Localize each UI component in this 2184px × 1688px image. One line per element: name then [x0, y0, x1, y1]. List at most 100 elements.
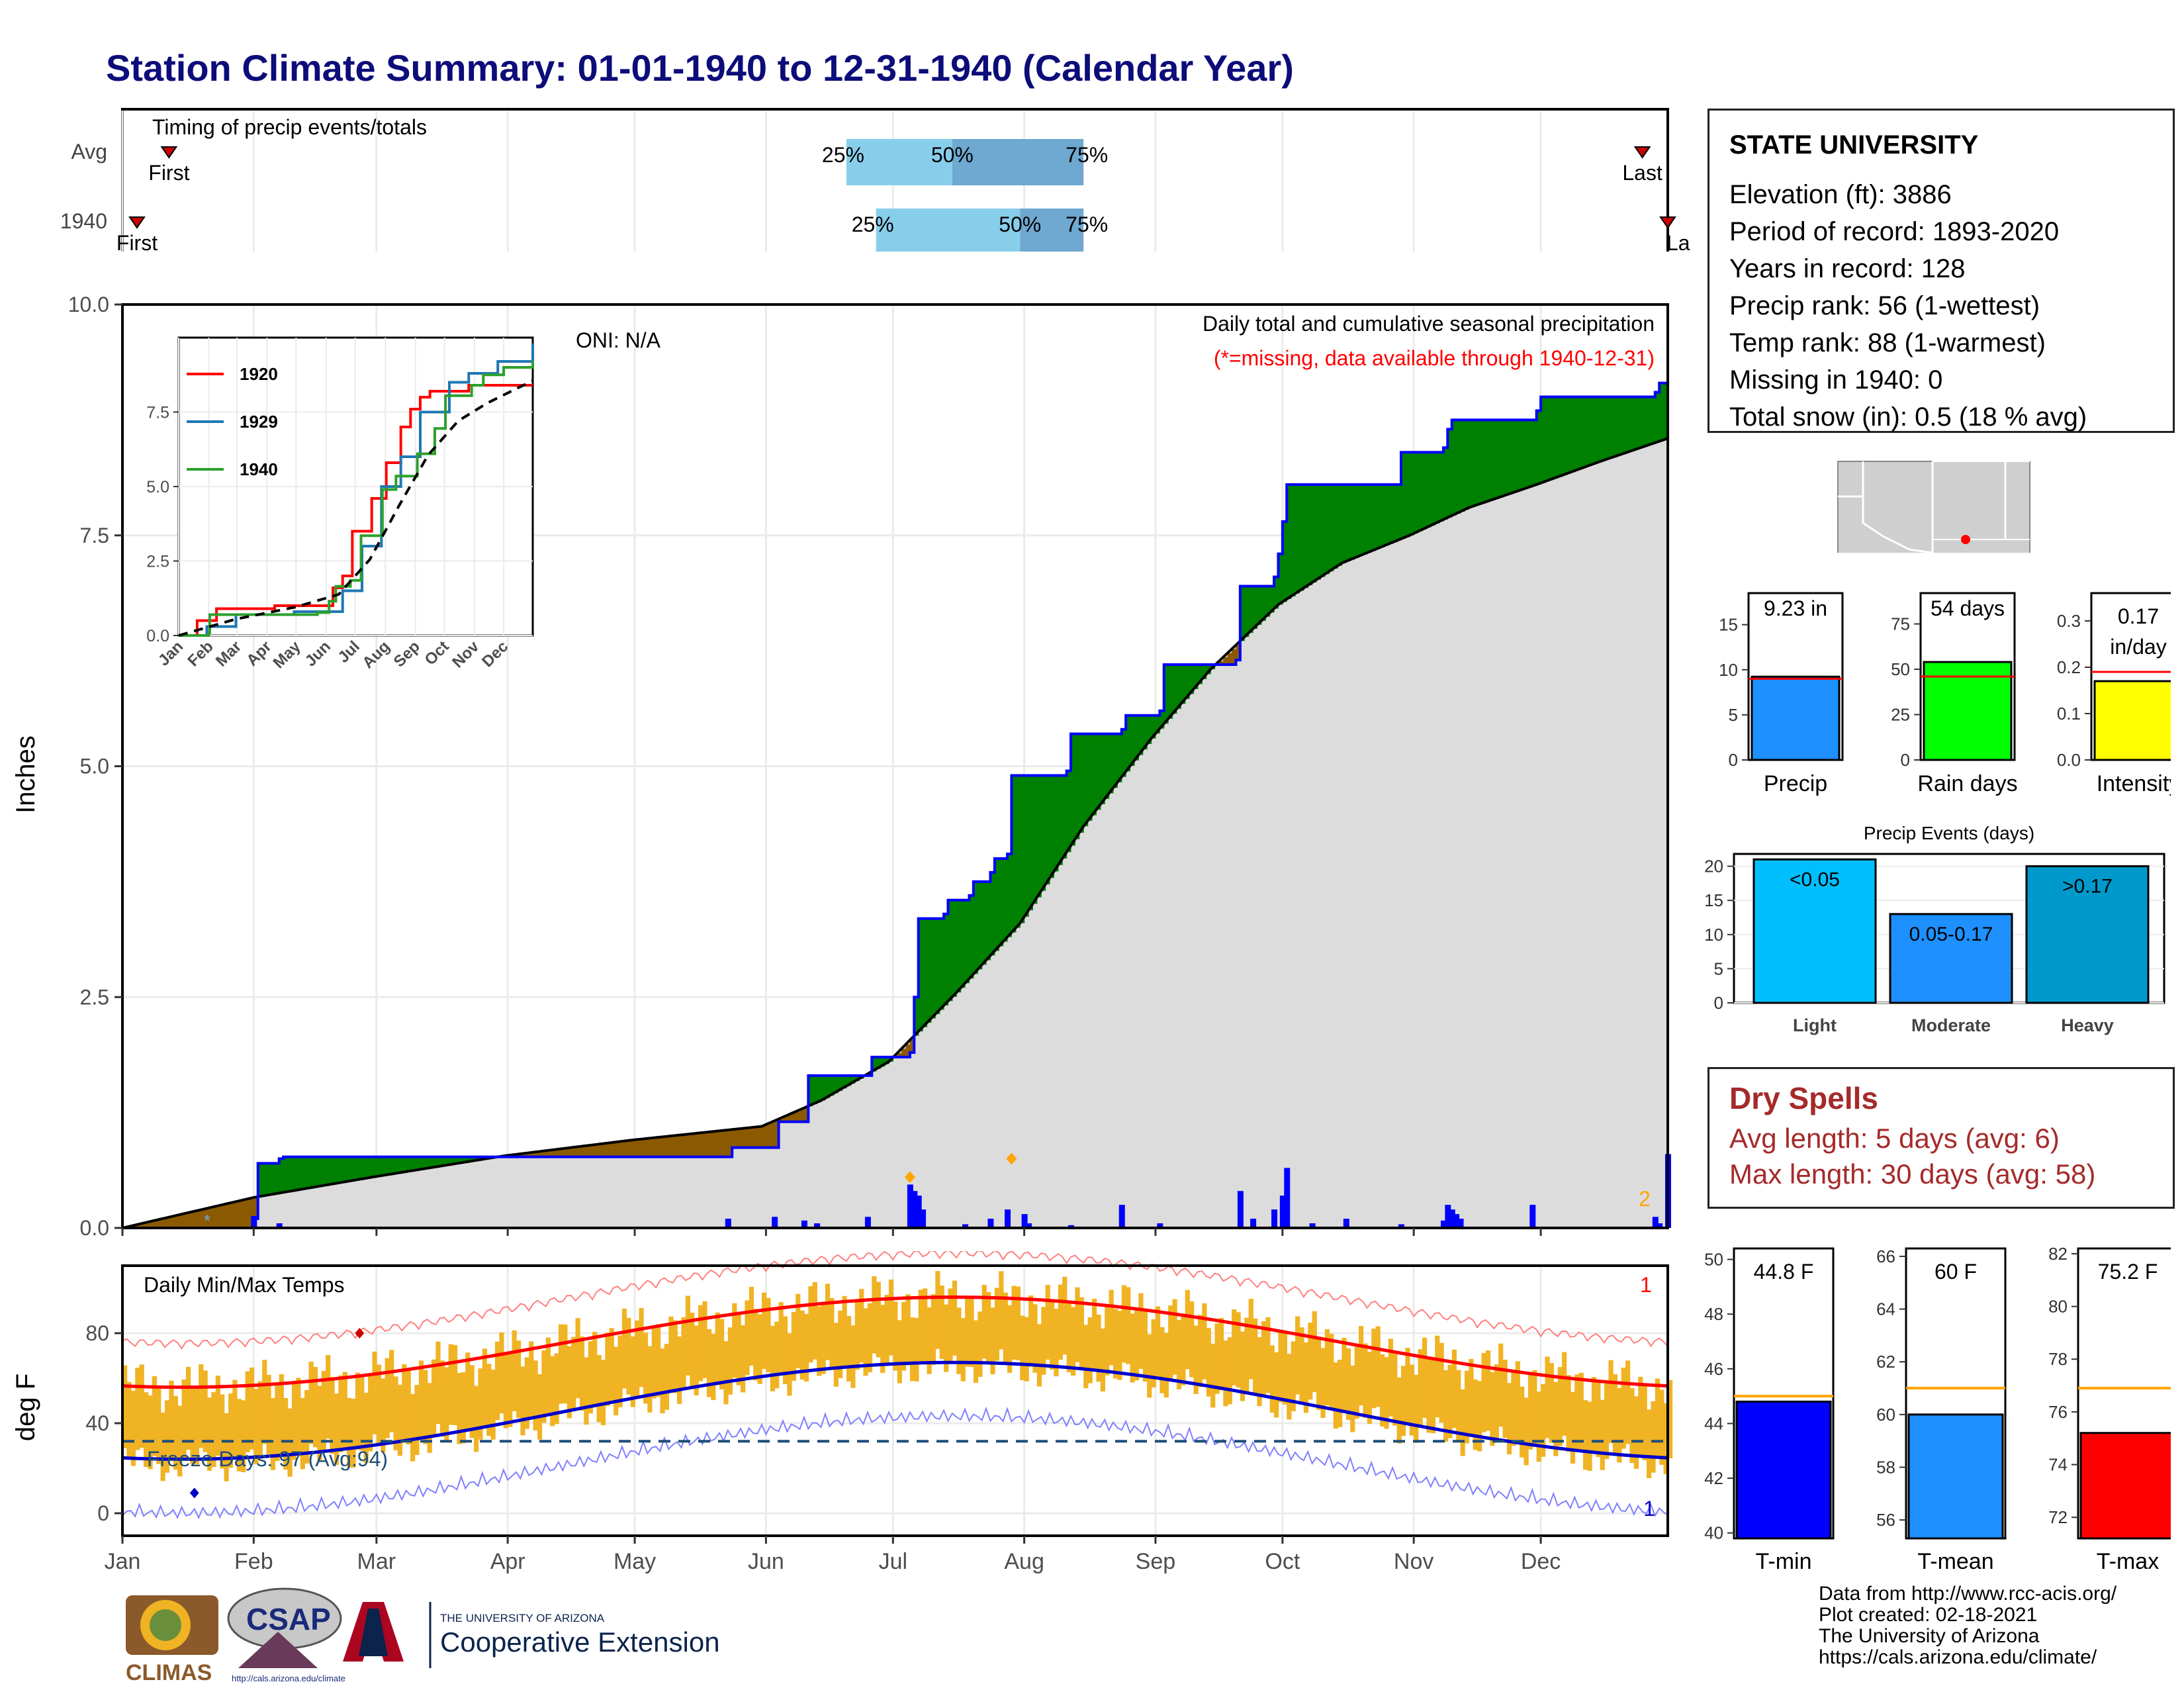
daily-temp-bar: [372, 1351, 377, 1434]
surplus-fill: [1345, 485, 1351, 561]
surplus-fill: [304, 1156, 310, 1189]
daily-temp-bar: [1003, 1292, 1008, 1364]
daily-temp-bar: [529, 1341, 534, 1418]
daily-temp-bar: [600, 1360, 606, 1425]
surplus-fill: [469, 1156, 475, 1162]
locator-map: [1837, 461, 2035, 566]
surplus-fill: [389, 1156, 394, 1175]
deficit-fill: [1218, 661, 1224, 665]
daily-temp-bar: [897, 1320, 902, 1383]
tbar-ytick-label: 64: [1876, 1299, 1895, 1319]
daily-temp-bar: [1473, 1379, 1478, 1450]
ua-logo: THE UNIVERSITY OF ARIZONA Cooperative Ex…: [343, 1602, 720, 1668]
surplus-fill: [342, 1156, 347, 1182]
daily-precip-bar: [1652, 1217, 1659, 1228]
daily-precip-bar: [907, 1184, 913, 1228]
surplus-fill: [1316, 485, 1322, 580]
daily-temp-bar: [122, 1365, 128, 1448]
daily-temp-bar: [1375, 1326, 1381, 1407]
surplus-fill: [1625, 397, 1631, 453]
freeze-days-label: Freeze Days: 97 (Avg:94): [147, 1447, 388, 1471]
daily-temp-bar: [1227, 1337, 1232, 1405]
daily-temp-bar: [1054, 1309, 1059, 1377]
surplus-fill: [275, 1163, 280, 1194]
daily-temp-bar: [558, 1324, 564, 1404]
daily-precip-bar: [1021, 1214, 1028, 1228]
timing-iqr-upper: [1020, 209, 1084, 252]
daily-temp-bar: [1520, 1386, 1525, 1458]
credit-line: https://cals.arizona.edu/climate/: [1819, 1646, 2097, 1668]
surplus-fill: [1405, 452, 1410, 538]
surplus-fill: [1147, 715, 1152, 744]
surplus-fill: [1659, 383, 1664, 442]
station-name: STATE UNIVERSITY: [1729, 130, 1979, 160]
deficit-fill: [630, 1140, 635, 1157]
events-category-label: Heavy: [2061, 1015, 2114, 1035]
deficit-fill: [588, 1145, 593, 1157]
surplus-fill: [291, 1156, 296, 1192]
deficit-fill: [592, 1145, 598, 1157]
surplus-fill: [1604, 397, 1610, 460]
last-event-label: Last: [1622, 161, 1662, 185]
deficit-fill: [787, 1115, 792, 1122]
daily-temp-bar: [1291, 1341, 1296, 1412]
daily-temp-bar: [359, 1374, 365, 1451]
surplus-fill: [1596, 397, 1601, 463]
precip-layer: * 0.0 2.5 5.0 7.5 10.0 Inches ONI: N/A Daily tot…: [11, 293, 1671, 1240]
daily-temp-bar: [1414, 1374, 1419, 1443]
daily-temp-bar: [956, 1307, 962, 1374]
deficit-fill: [766, 1124, 771, 1148]
logo-strip: CLIMAS CSAP http://cals.arizona.edu/clim…: [126, 1587, 720, 1685]
surplus-fill: [1041, 775, 1046, 891]
surplus-fill: [1130, 715, 1135, 767]
daily-temp-bar: [1244, 1317, 1250, 1392]
surplus-fill: [1583, 397, 1588, 468]
daily-temp-bar: [503, 1354, 508, 1429]
surplus-fill: [1032, 775, 1038, 904]
surplus-fill: [923, 918, 928, 1027]
deficit-fill: [719, 1131, 725, 1157]
credit-line: The University of Arizona: [1819, 1625, 2040, 1647]
surplus-fill: [1388, 485, 1393, 544]
surplus-fill: [1515, 420, 1520, 492]
daily-temp-bar: [884, 1294, 889, 1366]
inset-legend-label: 1920: [240, 364, 278, 384]
daily-temp-bar: [1041, 1307, 1046, 1375]
temp-panel-title: Daily Min/Max Temps: [144, 1273, 344, 1297]
surplus-fill: [1308, 485, 1313, 586]
surplus-fill: [402, 1156, 407, 1173]
daily-temp-bar: [452, 1344, 458, 1425]
deficit-fill: [897, 1053, 902, 1057]
daily-temp-bar: [494, 1341, 500, 1421]
surplus-fill: [1570, 397, 1575, 473]
surplus-fill: [308, 1156, 314, 1188]
deficit-fill: [901, 1049, 907, 1057]
surplus-fill: [461, 1156, 466, 1163]
daily-temp-bar: [334, 1393, 340, 1465]
daily-precip-bar: [1118, 1205, 1125, 1228]
daily-temp-bar: [939, 1285, 944, 1359]
daily-temp-bar: [1647, 1409, 1652, 1479]
summary-value-bar: [1923, 661, 2013, 761]
daily-temp-bar: [643, 1333, 649, 1404]
surplus-fill: [300, 1156, 305, 1190]
deficit-fill: [545, 1150, 551, 1157]
timing-p25-label: 25%: [852, 212, 894, 236]
surplus-fill: [1392, 485, 1398, 543]
surplus-fill: [965, 900, 970, 984]
surplus-fill: [931, 918, 936, 1019]
deficit-fill: [723, 1130, 729, 1157]
timing-p75-label: 75%: [1066, 143, 1108, 167]
surplus-fill: [1193, 665, 1199, 689]
daily-temp-bar: [1435, 1335, 1440, 1418]
daily-temp-bar: [1409, 1364, 1414, 1436]
surplus-fill: [368, 1156, 373, 1178]
surplus-fill: [448, 1156, 453, 1165]
daily-temp-bar: [787, 1333, 792, 1396]
daily-temp-bar: [130, 1391, 136, 1466]
month-label: Mar: [357, 1549, 396, 1574]
daily-temp-bar: [579, 1336, 585, 1411]
surplus-fill: [1375, 485, 1381, 549]
deficit-fill: [563, 1149, 568, 1157]
daily-temp-bar: [1232, 1309, 1237, 1385]
